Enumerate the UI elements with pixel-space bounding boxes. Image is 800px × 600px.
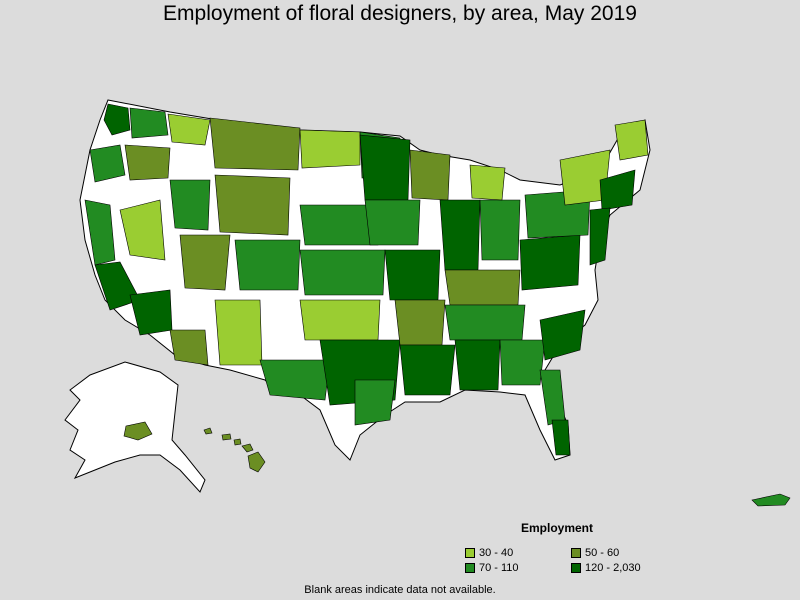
msa-region <box>614 119 649 161</box>
msa-region <box>394 299 446 346</box>
puerto-rico-region <box>751 493 791 507</box>
msa-region <box>119 199 166 261</box>
msa-region <box>444 269 521 306</box>
legend-item-30-40: 30 - 40 <box>465 547 513 559</box>
legend-item-50-60: 50 - 60 <box>571 547 619 559</box>
msa-region <box>129 107 169 139</box>
map-title: Employment of floral designers, by area,… <box>163 2 637 25</box>
msa-region <box>299 129 361 169</box>
legend-label-50-60: 50 - 60 <box>585 547 620 559</box>
msa-region <box>479 199 521 261</box>
legend-item-70-110: 70 - 110 <box>465 562 519 574</box>
legend-swatch-30-40 <box>465 548 475 558</box>
msa-region <box>359 134 411 201</box>
msa-region <box>299 299 381 341</box>
hawaii-islands <box>203 427 266 473</box>
msa-region <box>209 117 301 171</box>
msa-region <box>399 344 456 396</box>
msa-region <box>169 329 209 366</box>
legend-label-30-40: 30 - 40 <box>479 547 514 559</box>
msa-region <box>364 199 421 246</box>
msa-region <box>551 419 571 456</box>
legend-label-120-2030: 120 - 2,030 <box>585 562 641 574</box>
msa-region <box>354 379 396 426</box>
msa-region <box>214 174 291 236</box>
legend-heading: Employment <box>521 521 594 535</box>
msa-region <box>84 199 116 266</box>
msa-region <box>539 309 586 361</box>
legend-swatch-50-60 <box>571 548 581 558</box>
msa-region <box>167 113 211 146</box>
msa-region <box>409 149 451 201</box>
msa-region <box>214 299 263 366</box>
msa-region <box>89 144 126 183</box>
msa-region <box>439 199 481 271</box>
msa-region <box>124 144 171 181</box>
msa-region <box>299 249 386 296</box>
msa-region <box>589 207 611 266</box>
msa-region <box>599 169 636 211</box>
legend-item-120-2030: 120 - 2,030 <box>571 562 641 574</box>
msa-region <box>384 249 441 301</box>
legend-swatch-70-110 <box>465 563 475 573</box>
msa-region <box>103 103 131 136</box>
msa-region <box>179 234 231 291</box>
msa-region <box>444 304 526 341</box>
alaska-region <box>123 421 153 441</box>
msa-region <box>469 164 506 201</box>
msa-region <box>454 339 501 391</box>
msa-region <box>519 234 581 291</box>
msa-regions <box>84 103 649 456</box>
msa-region <box>499 339 546 386</box>
msa-region <box>129 289 173 336</box>
msa-region <box>259 359 331 401</box>
msa-region <box>169 179 211 231</box>
msa-region <box>234 239 301 291</box>
legend-label-70-110: 70 - 110 <box>479 562 519 574</box>
legend-swatch-120-2030 <box>571 563 581 573</box>
footnote: Blank areas indicate data not available. <box>304 584 496 596</box>
